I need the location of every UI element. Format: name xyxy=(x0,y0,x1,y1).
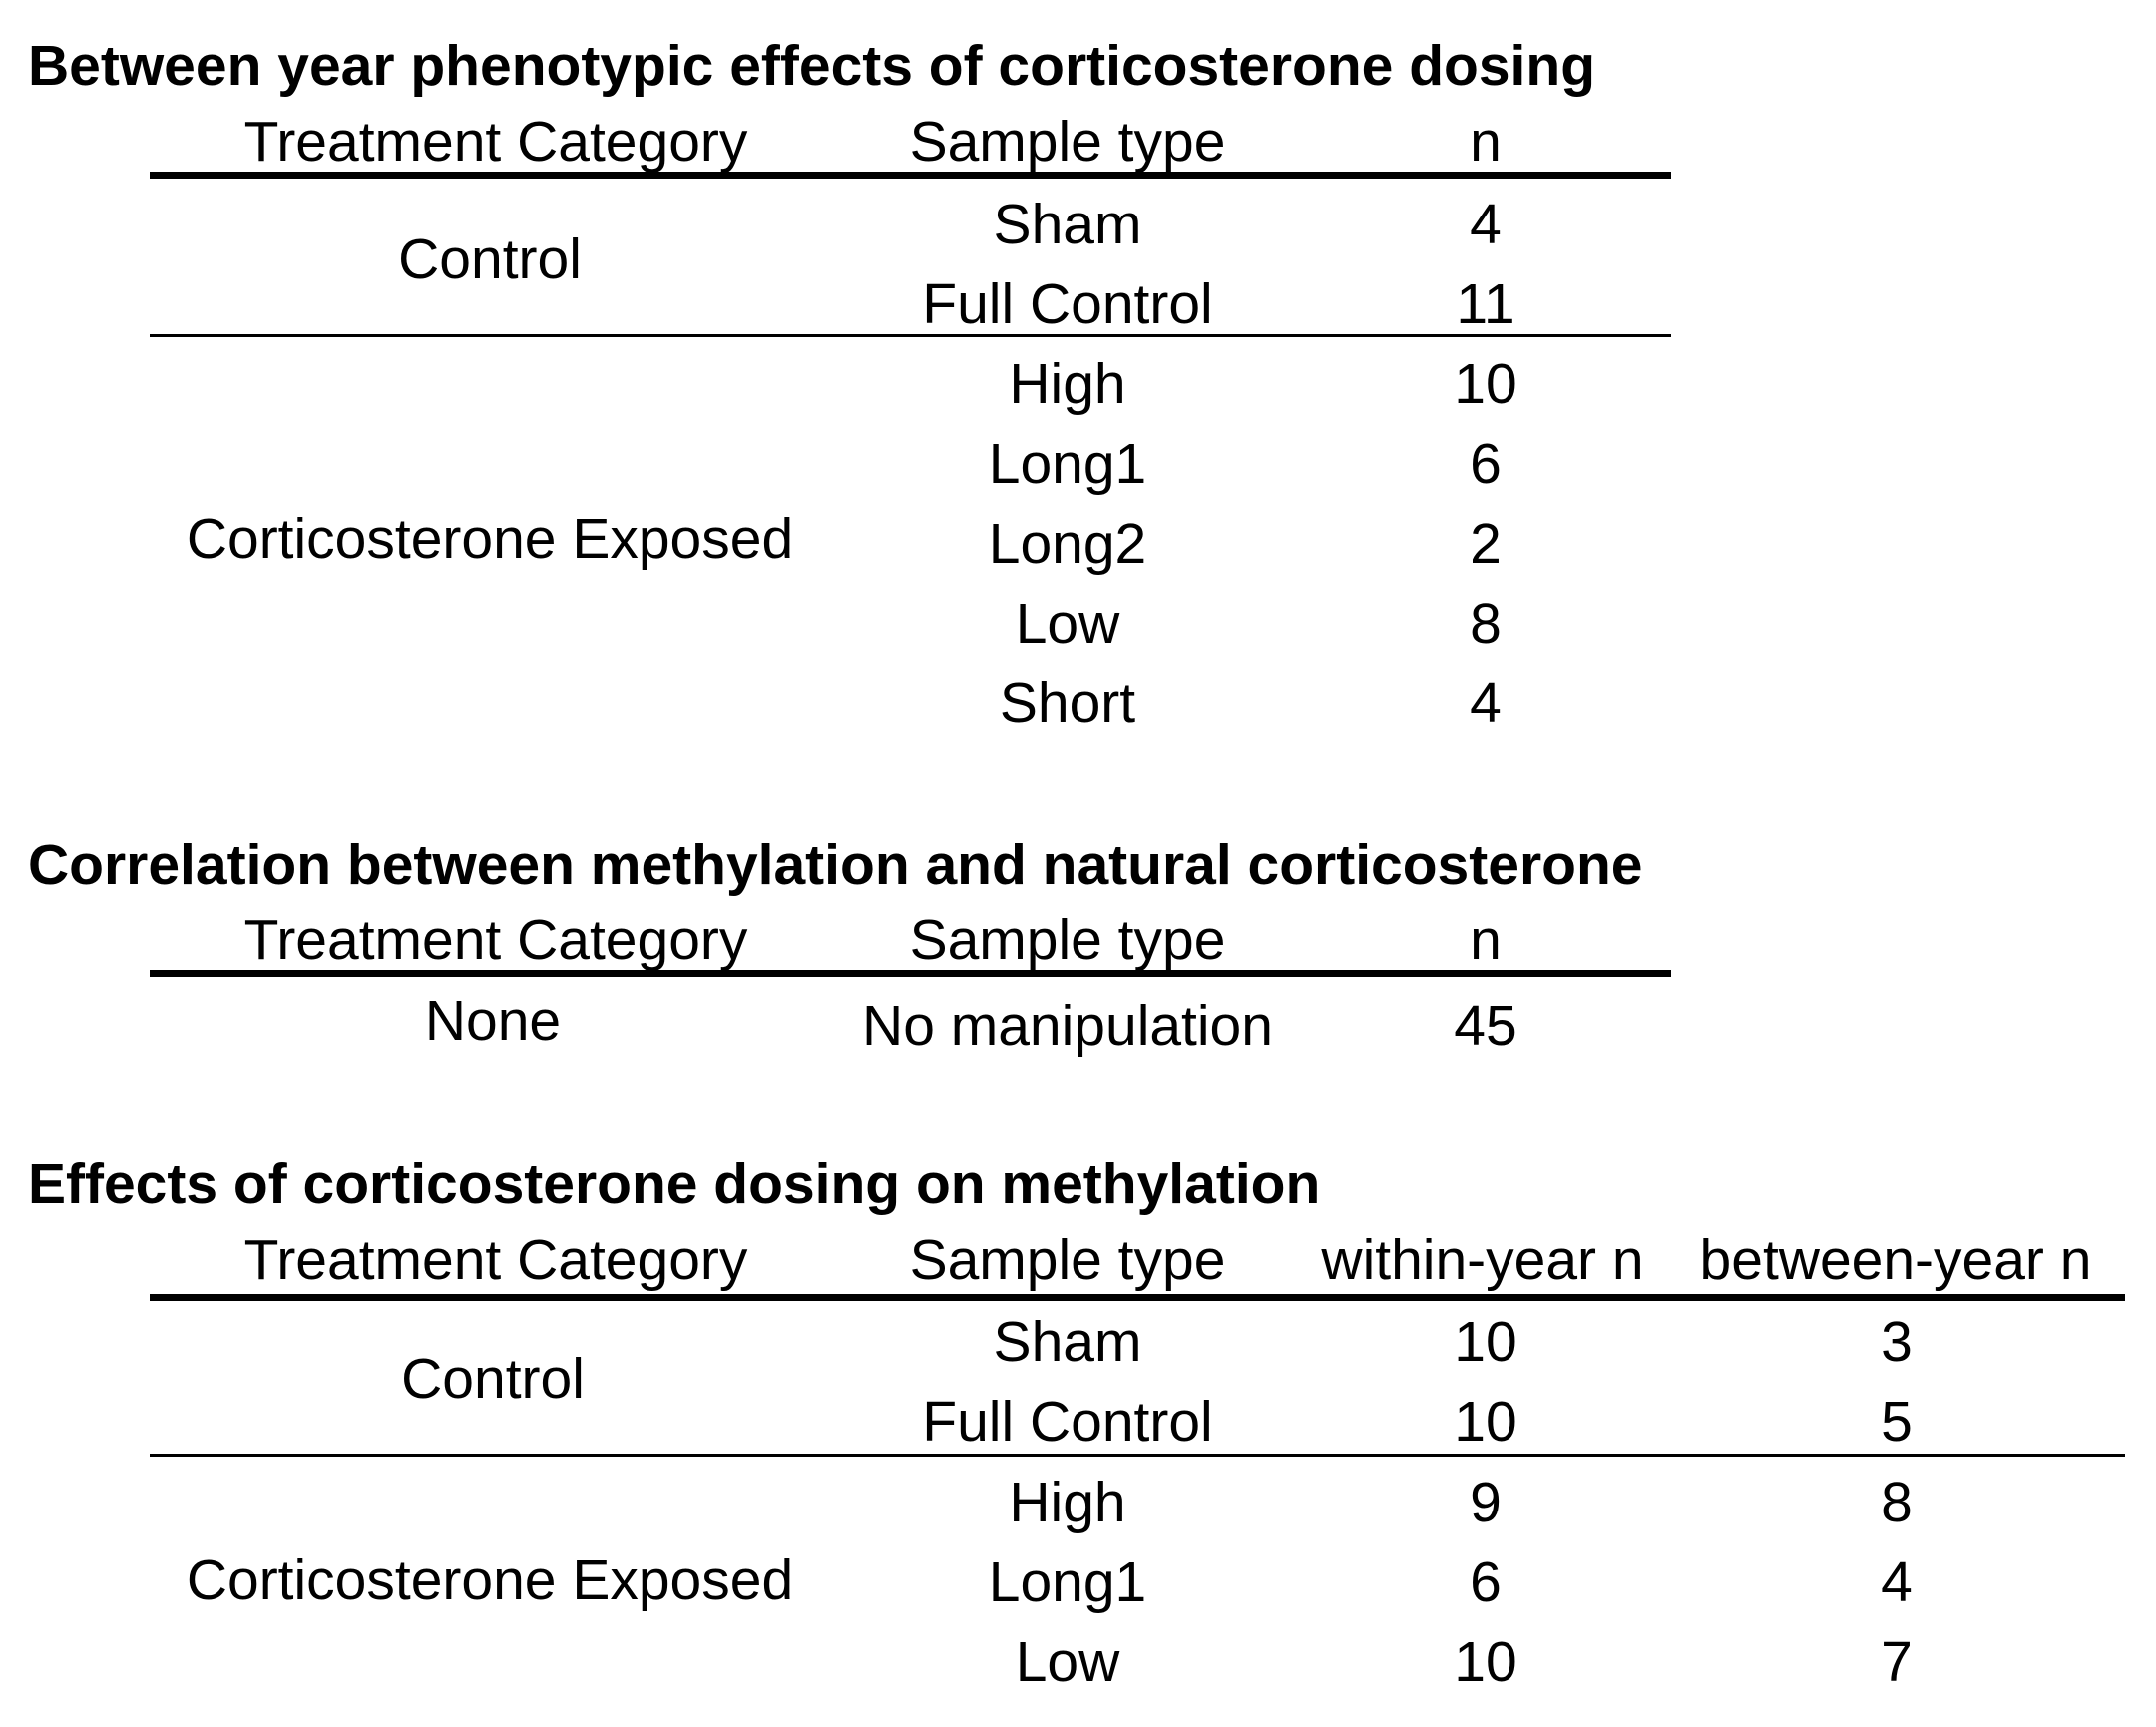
category-cell: Control xyxy=(398,227,582,291)
header-rule xyxy=(150,970,1671,977)
header-between-year-n: between-year n xyxy=(1699,1228,2092,1292)
n-cell: 11 xyxy=(1456,272,1515,336)
n-cell: 10 xyxy=(1454,352,1517,416)
sample-type-cell: Full Control xyxy=(922,1390,1213,1454)
between-year-n-cell: 4 xyxy=(1881,1550,1913,1614)
between-year-n-cell: 3 xyxy=(1881,1310,1913,1374)
sample-type-cell: Sham xyxy=(993,193,1142,256)
within-year-n-cell: 6 xyxy=(1470,1550,1502,1614)
header-n: n xyxy=(1470,908,1502,972)
n-cell: 4 xyxy=(1470,193,1502,256)
sample-type-cell: Long1 xyxy=(988,432,1147,496)
category-cell: Corticosterone Exposed xyxy=(186,1548,794,1612)
header-treatment-category: Treatment Category xyxy=(243,908,748,972)
header-rule xyxy=(150,1294,2125,1301)
sample-type-cell: Low xyxy=(1015,592,1120,655)
n-cell: 2 xyxy=(1470,512,1502,576)
n-cell: 45 xyxy=(1454,994,1517,1058)
category-cell: Corticosterone Exposed xyxy=(186,507,794,571)
group-divider-rule xyxy=(150,1454,2125,1457)
between-year-n-cell: 5 xyxy=(1881,1390,1913,1454)
sample-type-cell: Short xyxy=(999,671,1136,735)
sample-type-cell: High xyxy=(1009,1471,1126,1534)
within-year-n-cell: 10 xyxy=(1454,1630,1517,1694)
header-n: n xyxy=(1470,110,1502,174)
within-year-n-cell: 10 xyxy=(1454,1390,1517,1454)
sample-type-cell: Long1 xyxy=(988,1550,1147,1614)
header-within-year-n: within-year n xyxy=(1321,1228,1644,1292)
within-year-n-cell: 10 xyxy=(1454,1310,1517,1374)
section-title-correlation: Correlation between methylation and natu… xyxy=(28,833,1643,897)
section-title-methylation-effects: Effects of corticosterone dosing on meth… xyxy=(28,1152,1321,1216)
between-year-n-cell: 8 xyxy=(1881,1471,1913,1534)
header-treatment-category: Treatment Category xyxy=(243,110,748,174)
category-cell: Control xyxy=(401,1347,585,1411)
sample-type-cell: No manipulation xyxy=(862,994,1273,1058)
sample-type-cell: High xyxy=(1009,352,1126,416)
between-year-n-cell: 7 xyxy=(1881,1630,1913,1694)
sample-type-cell: Sham xyxy=(993,1310,1142,1374)
header-sample-type: Sample type xyxy=(909,1228,1226,1292)
n-cell: 8 xyxy=(1470,592,1502,655)
header-sample-type: Sample type xyxy=(909,110,1226,174)
category-cell: None xyxy=(424,989,562,1053)
header-treatment-category: Treatment Category xyxy=(243,1228,748,1292)
sample-type-cell: Long2 xyxy=(988,512,1147,576)
header-sample-type: Sample type xyxy=(909,908,1226,972)
n-cell: 4 xyxy=(1470,671,1502,735)
section-title-phenotypic: Between year phenotypic effects of corti… xyxy=(28,34,1596,98)
header-rule xyxy=(150,172,1671,179)
sample-type-cell: Full Control xyxy=(922,272,1213,336)
within-year-n-cell: 9 xyxy=(1470,1471,1502,1534)
group-divider-rule xyxy=(150,334,1671,337)
n-cell: 6 xyxy=(1470,432,1502,496)
sample-type-cell: Low xyxy=(1015,1630,1120,1694)
